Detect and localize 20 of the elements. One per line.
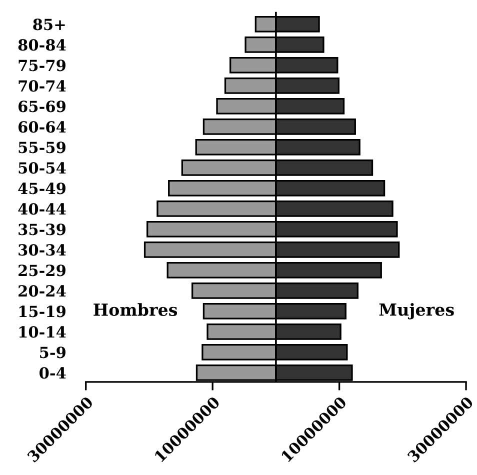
y-tick-label: 45-49 xyxy=(18,182,66,194)
y-tick-label: 60-64 xyxy=(18,121,66,133)
y-tick-label: 35-39 xyxy=(18,224,66,236)
series-label: Hombres xyxy=(94,303,178,316)
y-tick-label: 80-84 xyxy=(18,39,66,51)
y-tick-label: 25-29 xyxy=(18,264,66,276)
y-tick-label: 65-69 xyxy=(18,100,66,112)
y-tick-label: 10-14 xyxy=(19,326,66,338)
y-tick-label: 0-4 xyxy=(40,367,66,379)
y-tick-label: 40-44 xyxy=(18,203,66,215)
y-tick-label: 15-19 xyxy=(19,306,66,318)
y-tick-label: 5-9 xyxy=(40,346,66,358)
y-tick-label: 85+ xyxy=(33,18,65,30)
y-tick-label: 70-74 xyxy=(18,80,66,92)
series-label: Mujeres xyxy=(379,302,454,320)
y-tick-label: 55-59 xyxy=(18,142,66,154)
y-tick-label: 50-54 xyxy=(18,162,66,174)
y-tick-label: 30-34 xyxy=(18,244,66,256)
y-tick-label: 75-79 xyxy=(18,60,66,72)
y-tick-label: 20-24 xyxy=(18,285,66,297)
